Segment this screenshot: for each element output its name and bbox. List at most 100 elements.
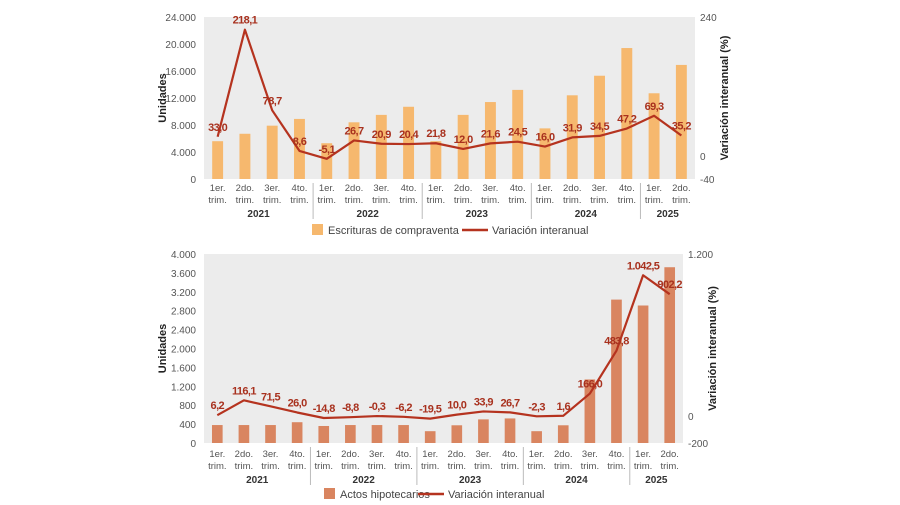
x-tick-label: 2do. trim. (448, 449, 467, 472)
data-label: 20,9 (372, 129, 391, 141)
x-tick-line: trim. (634, 461, 652, 472)
x-tick-line: 1er. (422, 449, 438, 460)
x-tick-line: trim. (427, 195, 445, 206)
x-tick-line: trim. (448, 461, 466, 472)
bar (345, 425, 356, 443)
x-tick-line: 2do. (554, 449, 573, 460)
y-tick-label: 16.000 (165, 67, 196, 78)
year-label: 2023 (459, 475, 482, 486)
y-tick-label: 1.200 (171, 382, 196, 393)
x-tick-line: 1er. (646, 183, 662, 194)
data-label: 902,2 (657, 279, 682, 291)
x-tick-label: 2do. trim. (672, 183, 691, 206)
x-tick-line: trim. (235, 461, 253, 472)
x-tick-label: 1er. trim. (318, 183, 336, 206)
x-tick-line: 2do. (563, 183, 582, 194)
y-tick-label: 0 (190, 175, 196, 186)
x-tick-label: 4to. trim. (607, 449, 625, 472)
data-label: 78,7 (263, 95, 282, 107)
bar (478, 419, 489, 443)
data-label: 16,0 (535, 132, 554, 144)
x-tick-line: 4to. (502, 449, 518, 460)
y2-tick-label: 1.200 (688, 250, 713, 261)
year-label: 2021 (247, 209, 270, 220)
x-tick-line: trim. (345, 195, 363, 206)
x-tick-label: 3er. trim. (590, 183, 608, 206)
data-label: 116,1 (232, 385, 256, 397)
data-label: -6,2 (395, 402, 412, 414)
x-tick-label: 4to. trim. (508, 183, 526, 206)
data-label: -8,8 (342, 402, 359, 414)
x-tick-label: 1er. trim. (208, 449, 226, 472)
data-label: 6,2 (211, 400, 225, 412)
bar (238, 425, 250, 443)
x-tick-line: trim. (618, 195, 636, 206)
x-tick-line: 1er. (537, 183, 553, 194)
x-tick-label: 2do. trim. (563, 183, 582, 206)
x-tick-label: 4to. trim. (399, 183, 417, 206)
x-tick-line: trim. (421, 461, 439, 472)
data-label: 33,0 (208, 122, 227, 134)
x-tick-line: trim. (288, 461, 306, 472)
bar (430, 141, 442, 179)
bar (211, 425, 223, 443)
y-tick-label: 1.600 (171, 363, 196, 374)
x-tick-label: 4to. trim. (290, 183, 308, 206)
bar (484, 102, 496, 179)
line-series (216, 28, 683, 160)
bar (594, 75, 605, 179)
data-label: 31,9 (563, 122, 582, 134)
x-tick-line: trim. (290, 195, 308, 206)
x-tick-line: trim. (563, 195, 581, 206)
bar (531, 431, 542, 443)
bar (648, 93, 660, 179)
x-tick-line: trim. (501, 461, 519, 472)
y-tick-label: 3.200 (171, 288, 196, 299)
data-label: 10,0 (447, 400, 466, 412)
y-tick-label: 24.000 (165, 13, 196, 24)
x-tick-line: trim. (454, 195, 472, 206)
year-label: 2025 (657, 209, 680, 220)
data-label: 21,6 (481, 128, 500, 140)
data-label: 35,2 (672, 120, 691, 132)
x-tick-label: 3er. trim. (368, 449, 386, 472)
x-tick-line: trim. (607, 461, 625, 472)
data-label: -5,1 (318, 144, 335, 156)
x-tick-line: 2do. (341, 449, 360, 460)
x-tick-line: 4to. (510, 183, 526, 194)
bar (675, 64, 687, 179)
x-tick-line: 2do. (345, 183, 364, 194)
x-tick-label: 3er. trim. (474, 449, 492, 472)
x-tick-label: 4to. trim. (394, 449, 412, 472)
x-tick-line: 4to. (396, 449, 412, 460)
data-label: 34,5 (590, 121, 609, 133)
x-tick-line: 2do. (672, 183, 691, 194)
bar (375, 114, 387, 179)
y2-tick-label: 0 (700, 152, 706, 163)
x-tick-line: trim. (394, 461, 412, 472)
bar (291, 422, 303, 443)
x-tick-line: 4to. (292, 183, 308, 194)
x-tick-line: 2do. (454, 183, 473, 194)
x-tick-line: trim. (508, 195, 526, 206)
y2-tick-label: -40 (700, 175, 715, 186)
x-tick-label: 1er. trim. (208, 183, 226, 206)
x-tick-line: 3er. (263, 449, 279, 460)
plot-area (204, 17, 695, 179)
x-tick-line: 2do. (235, 449, 254, 460)
bar (512, 89, 524, 179)
data-label: 1.042,5 (627, 260, 660, 272)
year-label: 2024 (575, 209, 598, 220)
x-tick-line: trim. (527, 461, 545, 472)
data-label: -0,3 (369, 401, 386, 413)
bar (239, 133, 251, 179)
x-tick-line: 1er. (316, 449, 332, 460)
bar (637, 305, 649, 443)
x-tick-line: 1er. (428, 183, 444, 194)
data-label: 8,6 (293, 136, 307, 148)
data-label: 21,8 (426, 128, 445, 140)
y-tick-label: 4.000 (171, 148, 196, 159)
bar (557, 425, 569, 443)
y2-axis-title: Variación interanual (%) (719, 35, 731, 160)
x-tick-line: 1er. (209, 449, 225, 460)
